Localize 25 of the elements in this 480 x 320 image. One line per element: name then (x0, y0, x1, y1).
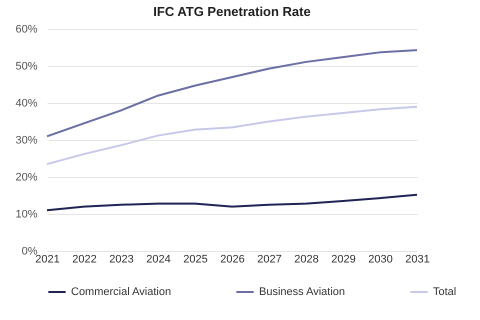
line-series (46, 49, 418, 138)
x-tick-label: 2027 (257, 254, 282, 266)
y-tick-label: 30% (15, 134, 38, 146)
y-tick-label: 20% (15, 172, 38, 184)
x-tick-label: 2029 (331, 254, 356, 266)
x-tick-label: 2025 (183, 254, 208, 266)
y-tick-label: 0% (22, 246, 38, 258)
x-tick-label: 2022 (72, 254, 97, 266)
legend-label: Business Aviation (259, 286, 346, 298)
legend-label: Commercial Aviation (71, 286, 172, 298)
x-tick-label: 2021 (35, 254, 60, 266)
x-tick-label: 2028 (294, 254, 319, 266)
x-tick-label: 2031 (405, 254, 430, 266)
y-tick-label: 40% (15, 98, 38, 110)
line-series (46, 106, 418, 166)
x-tick-label: 2030 (368, 254, 393, 266)
y-tick-label: 50% (15, 60, 38, 72)
x-tick-label: 2026 (220, 254, 245, 266)
y-tick-label: 10% (15, 208, 38, 220)
x-tick-label: 2024 (146, 254, 171, 266)
line-series (46, 194, 418, 212)
y-tick-label: 60% (15, 24, 38, 36)
x-tick-label: 2023 (109, 254, 134, 266)
chart-title: IFC ATG Penetration Rate (153, 4, 311, 19)
legend-label: Total (433, 286, 456, 298)
